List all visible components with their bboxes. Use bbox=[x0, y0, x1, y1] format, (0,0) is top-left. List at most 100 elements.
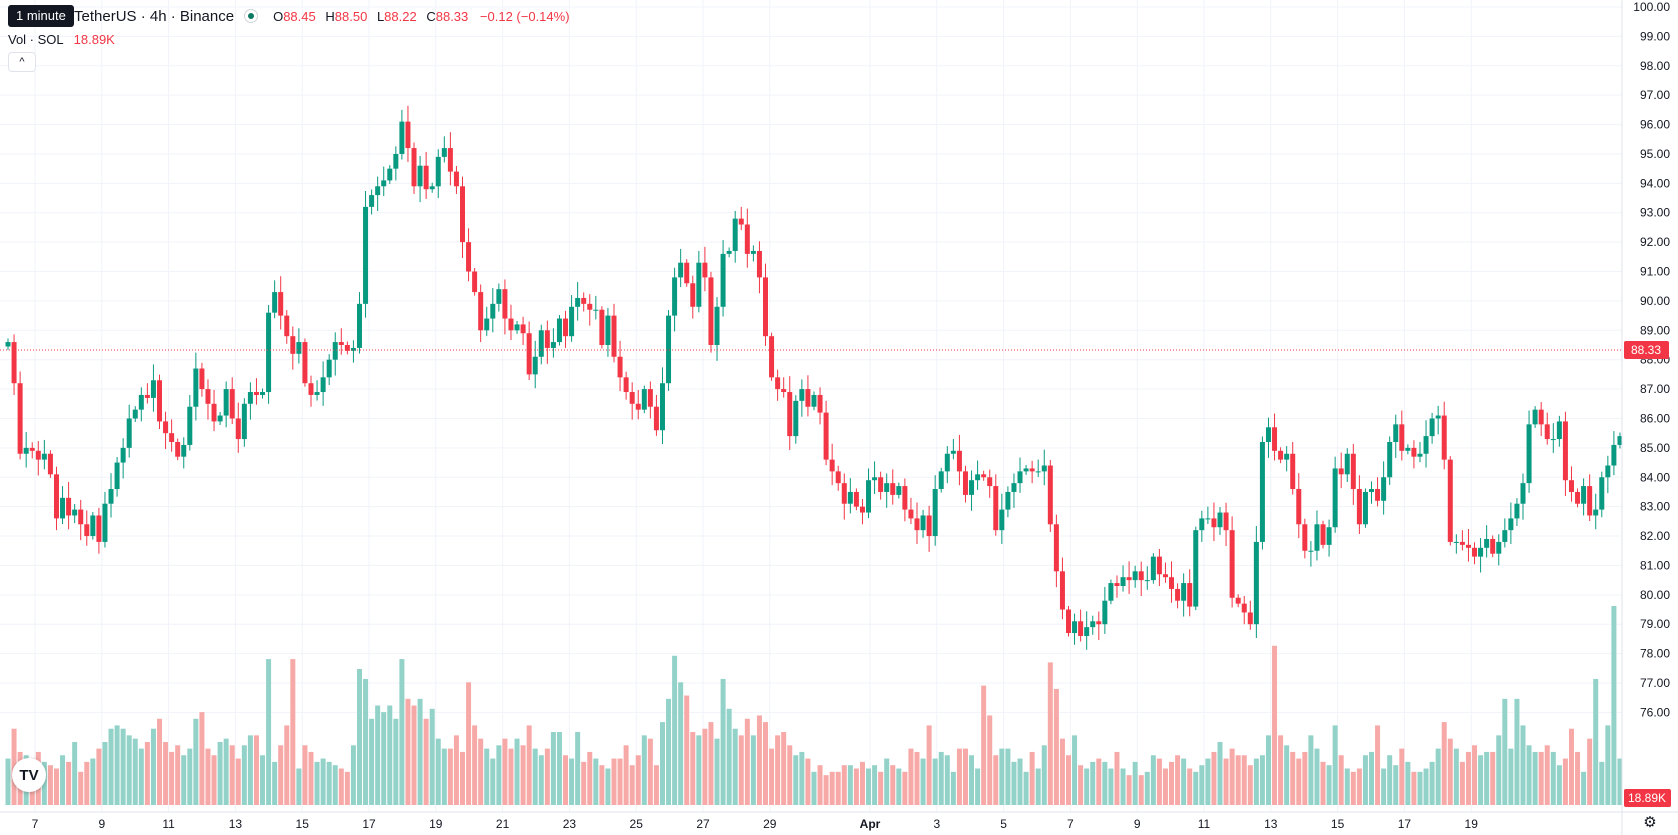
volume-legend[interactable]: Vol · SOL 18.89K bbox=[8, 32, 115, 47]
candle-body bbox=[708, 277, 714, 345]
volume-bar bbox=[1581, 771, 1587, 805]
interval-tooltip: 1 minute bbox=[8, 5, 74, 27]
candle-body bbox=[223, 389, 229, 416]
volume-bar bbox=[1217, 741, 1223, 805]
volume-bar bbox=[157, 718, 162, 805]
candle-body bbox=[1181, 583, 1187, 601]
change-value: −0.12 (−0.14%) bbox=[479, 8, 570, 24]
tradingview-logo[interactable]: TV bbox=[12, 758, 46, 792]
candle-body bbox=[369, 195, 375, 207]
volume-bar bbox=[187, 748, 193, 805]
symbol-title[interactable]: TetherUS · 4h · Binance bbox=[74, 7, 235, 25]
volume-bar bbox=[108, 728, 114, 805]
candle-body bbox=[884, 483, 890, 492]
volume-bar bbox=[1411, 771, 1417, 805]
volume-bar bbox=[805, 758, 811, 805]
collapse-legend-button[interactable]: ^ bbox=[8, 52, 36, 72]
candle-body bbox=[763, 277, 768, 337]
candle-body bbox=[1575, 491, 1581, 504]
volume-bar bbox=[411, 705, 417, 805]
volume-bar bbox=[1090, 761, 1096, 805]
candle-body bbox=[653, 406, 659, 431]
candle-body bbox=[326, 359, 332, 378]
high-key: H bbox=[325, 8, 335, 24]
price-tick-label: 81.00 bbox=[1640, 558, 1670, 572]
low-value: 88.22 bbox=[384, 8, 417, 24]
symbol-legend[interactable]: TetherUS · 4h · Binance O88.45 H88.50 L8… bbox=[8, 6, 570, 26]
candle-body bbox=[787, 392, 793, 437]
volume-bar bbox=[302, 745, 308, 805]
price-tick-label: 95.00 bbox=[1640, 147, 1670, 161]
candle-body bbox=[205, 389, 211, 404]
candle-body bbox=[1496, 541, 1502, 554]
candle-body bbox=[1120, 577, 1126, 587]
candle-body bbox=[1520, 483, 1526, 504]
volume-bar bbox=[763, 722, 768, 805]
candle-body bbox=[211, 403, 217, 422]
candle-body bbox=[799, 389, 805, 401]
candle-body bbox=[17, 383, 23, 454]
candle-body bbox=[441, 148, 447, 157]
candle-body bbox=[1478, 547, 1484, 557]
volume-bar bbox=[1229, 748, 1235, 805]
volume-bar bbox=[932, 758, 938, 805]
candle-body bbox=[714, 306, 720, 345]
volume-bar bbox=[1138, 775, 1144, 805]
candle-body bbox=[296, 342, 302, 354]
candle-body bbox=[1217, 512, 1223, 528]
candle-body bbox=[1059, 571, 1065, 610]
candle-body bbox=[235, 418, 241, 440]
volume-bar bbox=[853, 768, 859, 805]
candle-body bbox=[1423, 436, 1429, 454]
volume-bar bbox=[47, 765, 53, 805]
candle-body bbox=[181, 444, 187, 457]
candle-body bbox=[1072, 621, 1078, 634]
volume-bar bbox=[1150, 755, 1156, 805]
volume-bar bbox=[1417, 771, 1423, 805]
volume-bar bbox=[90, 758, 96, 805]
volume-bar bbox=[1532, 751, 1538, 805]
price-tick-label: 83.00 bbox=[1640, 500, 1670, 514]
price-tick-label: 92.00 bbox=[1640, 235, 1670, 249]
volume-bar bbox=[756, 715, 762, 805]
candle-body bbox=[672, 277, 678, 316]
volume-bar bbox=[1514, 698, 1520, 805]
candle-body bbox=[417, 165, 423, 187]
gear-icon[interactable]: ⚙ bbox=[1643, 814, 1657, 831]
volume-bar bbox=[284, 725, 290, 805]
volume-bar bbox=[841, 765, 847, 805]
candle-body bbox=[666, 315, 672, 384]
candle-body bbox=[96, 515, 102, 542]
candle-body bbox=[508, 318, 514, 331]
time-axis[interactable]: 7 9 11 13 15 17 19 21 23 25 27 29 Apr 3 5 7 9 11 13 15 17 19 bbox=[32, 817, 1479, 831]
volume-bar bbox=[472, 725, 478, 805]
volume-bar bbox=[744, 718, 750, 805]
volume-bar bbox=[787, 745, 793, 805]
candle-body bbox=[278, 292, 284, 316]
candle-body bbox=[1314, 524, 1320, 551]
volume-bar bbox=[84, 761, 90, 805]
time-tick-label: Apr bbox=[860, 817, 881, 831]
volume-bar bbox=[1017, 758, 1023, 805]
candle-body bbox=[781, 389, 787, 393]
candle-body bbox=[1502, 530, 1508, 542]
volume-bar bbox=[1356, 768, 1362, 805]
candle-body bbox=[169, 433, 175, 442]
last-price-badge-label: 88.33 bbox=[1631, 343, 1661, 357]
candle-body bbox=[538, 330, 544, 357]
volume-bar bbox=[1272, 645, 1278, 805]
candle-body bbox=[1375, 489, 1381, 501]
candle-body bbox=[241, 403, 247, 440]
volume-bar bbox=[205, 748, 211, 805]
volume-bar bbox=[738, 735, 744, 805]
price-axis[interactable]: 100.00 99.00 98.00 97.00 96.00 95.00 94.00 93.0… bbox=[1633, 0, 1670, 719]
volume-bar bbox=[611, 758, 617, 805]
market-status-icon[interactable] bbox=[244, 9, 259, 23]
volume-bar bbox=[496, 745, 502, 805]
volume-bar bbox=[217, 741, 223, 805]
time-tick-label: 3 bbox=[933, 817, 940, 831]
price-tick-label: 91.00 bbox=[1640, 265, 1670, 279]
volume-bar bbox=[526, 725, 532, 805]
candle-body bbox=[999, 509, 1005, 531]
